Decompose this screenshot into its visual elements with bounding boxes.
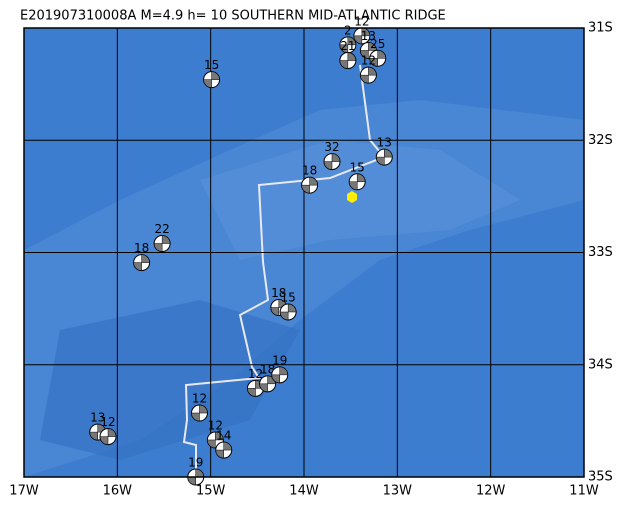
lon-tick-label: 14W — [289, 484, 319, 499]
map-frame — [23, 27, 585, 478]
beachball — [353, 27, 371, 45]
depth-label: 32 — [324, 140, 339, 154]
beachball-compression — [279, 303, 297, 321]
bathymetry — [40, 300, 300, 460]
lon-tick-label: 11W — [569, 484, 599, 499]
beachball — [271, 366, 289, 384]
beachball-compression — [191, 404, 208, 422]
beachball — [215, 441, 233, 459]
beachball-compression — [348, 173, 366, 191]
depth-label: 12 — [354, 14, 369, 28]
lon-tick-label: 13W — [383, 484, 413, 499]
beachball — [359, 66, 377, 84]
beachball — [259, 375, 277, 393]
depth-label: 15 — [204, 58, 219, 72]
beachball — [375, 148, 393, 166]
beachball-compression — [203, 71, 220, 88]
depth-label: 18 — [302, 164, 317, 178]
beachball-compression — [301, 176, 318, 194]
depth-label: 13 — [361, 29, 376, 43]
depth-label: 12 — [361, 54, 376, 68]
beachball — [348, 173, 366, 191]
beachball — [301, 176, 319, 194]
lat-tick-label: 32S — [588, 133, 613, 148]
depth-label: 15 — [350, 160, 365, 174]
beachball-compression — [323, 153, 341, 170]
depth-label: 19 — [272, 353, 287, 367]
beachball-compression — [339, 52, 357, 69]
depth-label: 12 — [100, 415, 115, 429]
map-title: E201907310008A M=4.9 h= 10 SOUTHERN MID-… — [20, 9, 446, 24]
beachball — [339, 36, 357, 54]
depth-label: 25 — [370, 37, 385, 51]
beachball — [190, 404, 208, 422]
ridge-axis — [182, 64, 386, 470]
depth-label: 19 — [188, 456, 203, 470]
depth-label: 12 — [208, 418, 223, 432]
lat-tick-label: 33S — [588, 245, 613, 260]
bathymetry — [200, 140, 520, 260]
lon-tick-label: 15W — [196, 484, 226, 499]
beachball-compression — [376, 148, 393, 166]
lat-tick-label: 31S — [588, 21, 613, 36]
beachball — [339, 52, 357, 70]
lat-tick-label: 35S — [588, 470, 613, 485]
lat-tick-label: 34S — [588, 357, 613, 372]
depth-label: 21 — [340, 39, 355, 53]
depth-label: 2 — [344, 23, 352, 37]
beachball-compression — [133, 254, 150, 271]
beachball-compression — [153, 235, 171, 252]
depth-label: 13 — [90, 411, 105, 425]
beachball — [323, 153, 341, 171]
depth-label: 18 — [134, 241, 149, 255]
beachball-compression — [369, 50, 386, 67]
beachball-compression — [99, 428, 117, 445]
beachball-compression — [207, 431, 224, 449]
depth-label: 15 — [280, 290, 295, 304]
beachball-compression — [271, 366, 288, 384]
beachball — [153, 235, 171, 253]
depth-label: 12 — [248, 367, 263, 381]
depth-label: 13 — [377, 136, 392, 150]
lon-tick-label: 16W — [103, 484, 133, 499]
beachball — [99, 428, 117, 446]
depth-label: 14 — [216, 429, 231, 443]
beachball — [203, 71, 221, 89]
depth-label: 22 — [154, 222, 169, 236]
beachball — [133, 254, 151, 272]
beachball-compression — [215, 441, 232, 459]
beachball — [279, 303, 297, 321]
epicenter — [347, 191, 357, 203]
beachball — [369, 49, 387, 67]
lon-tick-label: 12W — [476, 484, 506, 499]
depth-label: 18 — [260, 362, 275, 376]
lon-tick-label: 17W — [9, 484, 39, 499]
depth-label: 12 — [192, 392, 207, 406]
beachball-compression — [360, 66, 377, 84]
depth-label: 18 — [271, 286, 286, 300]
